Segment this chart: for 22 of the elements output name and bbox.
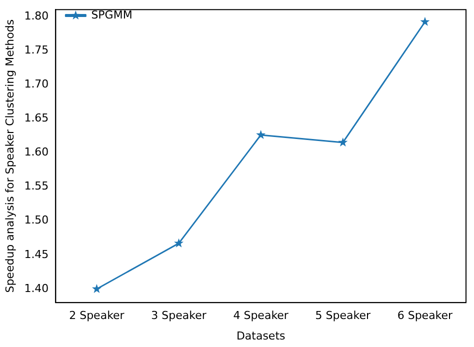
point (420, 16, 430, 26)
x-tick-label: 6 Speaker (397, 309, 454, 322)
x-tick-label: 3 Speaker (151, 309, 207, 322)
point (92, 284, 102, 294)
y-tick-label: 1.80 (24, 9, 49, 22)
point (338, 137, 348, 147)
y-tick-label: 1.55 (24, 180, 49, 193)
y-tick-label: 1.65 (24, 111, 49, 124)
x-tick-label: 5 Speaker (315, 309, 371, 322)
x-axis-title: Datasets (236, 329, 286, 342)
legend-label: SPGMM (91, 8, 132, 22)
x-tick-label: 2 Speaker (69, 309, 125, 322)
y-axis-title: Speedup analysis for Speaker Clustering Methods (3, 19, 16, 293)
y-tick-label: 1.50 (24, 214, 49, 227)
point (256, 130, 266, 140)
y-tick-label: 1.70 (24, 77, 49, 90)
x-tick-label: 4 Speaker (233, 309, 289, 322)
y-tick-label: 1.75 (24, 43, 49, 56)
y-tick-label: 1.40 (24, 282, 49, 295)
y-tick-label: 1.60 (24, 146, 49, 159)
y-tick-label: 1.45 (24, 248, 49, 261)
point (174, 238, 184, 248)
